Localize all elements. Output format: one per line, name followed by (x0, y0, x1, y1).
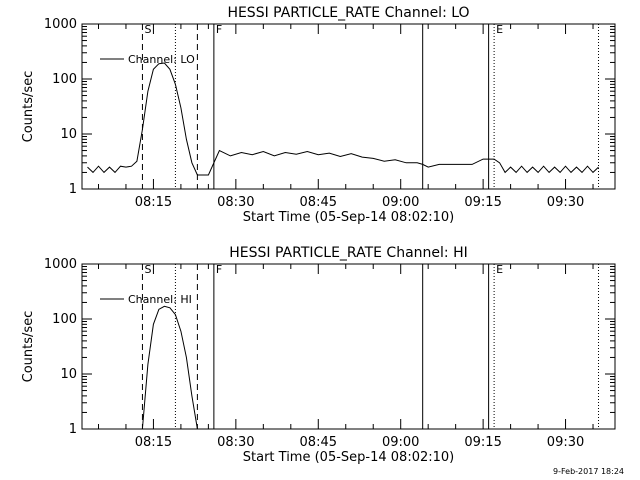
x-tick-label: 09:00 (382, 435, 419, 450)
legend-label: Channel: HI (128, 293, 192, 306)
y-tick-label: 1 (69, 422, 77, 437)
x-tick-label: 09:15 (464, 195, 501, 210)
y-tick-label: 1000 (44, 257, 77, 272)
x-axis-label: Start Time (05-Sep-14 08:02:10) (243, 210, 454, 225)
plot-frame (81, 23, 616, 190)
x-tick-label: 08:45 (300, 195, 337, 210)
y-tick-label: 1 (69, 182, 77, 197)
x-axis-label: Start Time (05-Sep-14 08:02:10) (243, 450, 454, 465)
legend-label: Channel: LO (128, 53, 195, 66)
x-tick-label: 08:15 (135, 435, 172, 450)
series-line (141, 305, 198, 430)
event-marker-label: S (144, 263, 151, 276)
y-tick-label: 1000 (44, 17, 77, 32)
chart-title: HESSI PARTICLE_RATE Channel: LO (227, 5, 469, 21)
y-tick-label: 10 (60, 127, 77, 142)
y-tick-label: 100 (52, 312, 77, 327)
panel-lo: HESSI PARTICLE_RATE Channel: LO 1 10 100 100… (21, 5, 616, 225)
x-tick-label: 09:30 (547, 195, 584, 210)
y-axis-label: Counts/sec (21, 71, 36, 143)
event-marker-label: F (216, 263, 222, 276)
x-tick-label: 08:30 (217, 435, 254, 450)
x-tick-label: 09:30 (547, 435, 584, 450)
x-tick-label: 08:45 (300, 435, 337, 450)
x-tick-label: 08:30 (217, 195, 254, 210)
x-tick-label: 09:15 (464, 435, 501, 450)
y-tick-label: 100 (52, 72, 77, 87)
y-tick-label: 10 (60, 367, 77, 382)
panel-hi: HESSI PARTICLE_RATE Channel: HI 1 10 100 100… (21, 245, 616, 465)
series-line (87, 62, 599, 176)
event-marker-label: E (496, 263, 503, 276)
event-marker-label: E (496, 23, 503, 36)
x-tick-label: 09:00 (382, 195, 419, 210)
y-axis-label: Counts/sec (21, 311, 36, 383)
chart-title: HESSI PARTICLE_RATE Channel: HI (229, 245, 467, 261)
event-marker-label: F (216, 23, 222, 36)
plot-frame (81, 263, 616, 430)
x-tick-label: 08:15 (135, 195, 172, 210)
event-marker-label: S (144, 23, 151, 36)
footer-timestamp: 9-Feb-2017 18:24 (553, 467, 624, 476)
